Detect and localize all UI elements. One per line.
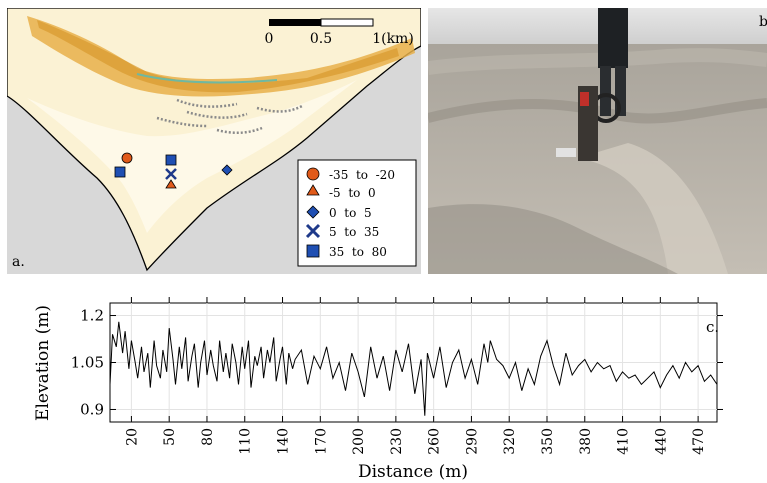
sky [428, 8, 767, 44]
panel-label-a: a. [12, 254, 25, 270]
x-tick-label: 380 [578, 428, 594, 455]
elevation-chart-panel: 20 50 80 110 140 170 200 230 260 290 320 350 380 410 4… [0, 283, 767, 483]
field-photo: b [428, 8, 767, 274]
scalebar-tick-0: 0 [265, 31, 274, 47]
map-marker-triangle [165, 179, 177, 189]
panel-label-b: b [759, 14, 767, 30]
person-leg [600, 66, 611, 116]
ripple-ridge [578, 143, 728, 274]
legend-label: 5 to 35 [329, 225, 379, 239]
y-axis-ticks: 0.9 1.05 1.2 [71, 307, 723, 418]
legend-square-icon [306, 244, 320, 258]
map-marker-cross [165, 168, 177, 180]
x-tick-label: 320 [502, 428, 518, 455]
photo-panel: b [428, 8, 767, 274]
sand-ripple [428, 48, 767, 75]
map-marker-square [114, 166, 126, 178]
x-tick-label: 260 [427, 428, 443, 455]
map-marker-diamond [221, 164, 233, 176]
person-torso [598, 8, 628, 68]
x-tick-label: 200 [351, 428, 367, 455]
x-tick-label: 290 [464, 428, 480, 455]
map-panel: 0 0.5 1(km) -35 to -20 -5 to 0 0 to 5 5 … [7, 8, 421, 274]
x-tick-label: 350 [540, 428, 556, 455]
legend-triangle-icon [306, 184, 320, 196]
y-tick-label: 0.9 [80, 400, 104, 418]
debris [556, 148, 576, 157]
map-marker-square [165, 154, 177, 166]
x-axis-label: Distance (m) [358, 462, 468, 482]
x-tick-label: 80 [200, 428, 216, 446]
island-map: 0 0.5 1(km) -35 to -20 -5 to 0 0 to 5 5 … [7, 8, 421, 274]
legend-label: -35 to -20 [329, 168, 395, 182]
panel-label-c: c. [706, 318, 719, 336]
scalebar-tick-1: 0.5 [310, 31, 332, 47]
legend-label: 35 to 80 [329, 245, 387, 259]
dune-crest [37, 20, 399, 93]
legend-circle-icon [306, 167, 320, 181]
x-tick-label: 170 [313, 428, 329, 455]
legend-cross-icon [305, 223, 321, 239]
intertidal-zone [27, 80, 357, 233]
post-label [580, 92, 589, 106]
y-tick-label: 1.05 [71, 354, 104, 372]
scalebar-tick-2: 1(km) [372, 31, 414, 47]
vegetation-strip [136, 73, 278, 84]
legend-label: -5 to 0 [329, 186, 376, 200]
x-tick-label: 110 [238, 428, 254, 455]
map-marker-circle [121, 152, 133, 164]
x-tick-label: 470 [691, 428, 707, 455]
grid [110, 303, 717, 422]
y-axis-label: Elevation (m) [33, 305, 53, 421]
legend-label: 0 to 5 [329, 206, 372, 220]
x-axis-ticks: 20 50 80 110 140 170 200 230 260 290 320 350 380 410 4… [124, 297, 707, 455]
y-tick-label: 1.2 [80, 307, 104, 325]
elevation-series-line [109, 321, 718, 416]
sand-shadow [428, 204, 678, 274]
elevation-chart: 20 50 80 110 140 170 200 230 260 290 320 350 380 410 4… [33, 297, 723, 482]
x-tick-label: 440 [653, 428, 669, 455]
legend-diamond-icon [306, 205, 320, 219]
x-tick-label: 50 [162, 428, 178, 446]
x-tick-label: 20 [124, 428, 140, 446]
x-tick-label: 140 [276, 428, 292, 455]
person-leg [615, 66, 626, 116]
scalebar-black [269, 19, 321, 26]
x-tick-label: 410 [616, 428, 632, 455]
x-tick-label: 230 [389, 428, 405, 455]
scalebar-white [320, 18, 374, 27]
